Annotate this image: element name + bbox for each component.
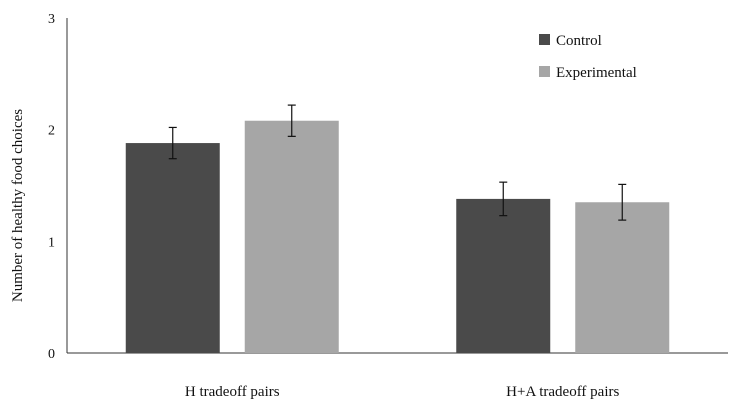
bar-experimental bbox=[244, 120, 339, 353]
x-category-label: H+A tradeoff pairs bbox=[506, 384, 619, 400]
y-axis-title: Number of healthy food choices bbox=[10, 109, 26, 302]
legend-label: Control bbox=[556, 33, 602, 49]
x-category-label: H tradeoff pairs bbox=[185, 384, 280, 400]
bar-experimental bbox=[575, 202, 670, 353]
y-tick-label: 2 bbox=[48, 124, 55, 139]
error-bars bbox=[168, 104, 627, 221]
legend-swatch bbox=[539, 34, 550, 45]
legend: Control Experimental bbox=[539, 33, 637, 81]
y-tick-label: 1 bbox=[48, 235, 55, 250]
legend-label: Experimental bbox=[556, 65, 637, 81]
bars bbox=[125, 120, 670, 353]
y-tick-label: 3 bbox=[48, 12, 55, 27]
legend-swatch bbox=[539, 66, 550, 77]
y-tick-label: 0 bbox=[48, 347, 55, 362]
bar-control bbox=[456, 198, 551, 353]
bar-control bbox=[125, 143, 220, 353]
labels: 0 1 2 3 Number of healthy food choices H trad… bbox=[10, 12, 619, 400]
